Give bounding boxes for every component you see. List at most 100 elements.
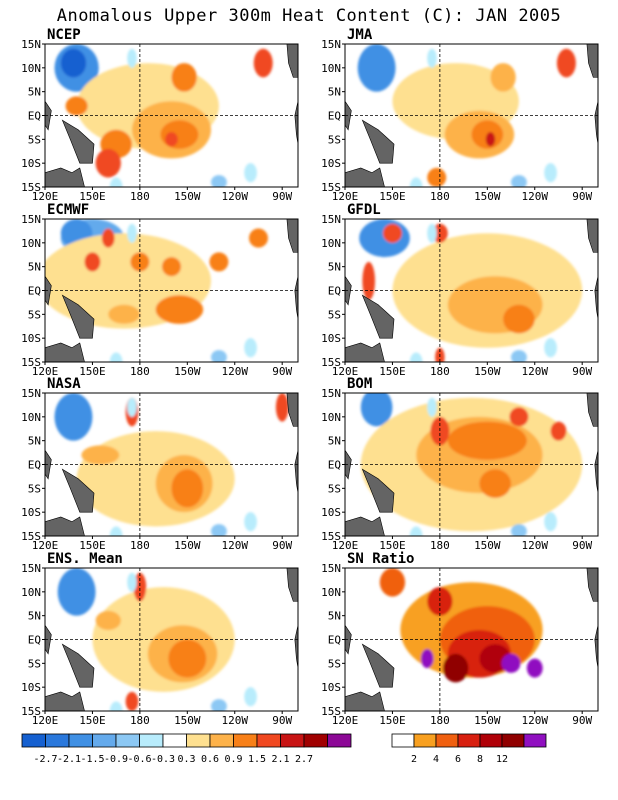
contour-blob — [420, 649, 434, 669]
contour-blob — [427, 48, 437, 68]
contour-blob — [211, 350, 227, 362]
lon-label: 150E — [379, 190, 406, 203]
colorbar-swatch — [413, 733, 437, 748]
panel-title: NASA — [47, 376, 81, 392]
contour-blob — [501, 653, 521, 673]
land-mask — [45, 342, 85, 362]
lat-label: 15N — [321, 38, 341, 51]
contour-blob — [360, 393, 393, 427]
lat-label: 10N — [321, 62, 341, 75]
panel-title: JMA — [347, 27, 373, 43]
lat-label: 15S — [321, 530, 341, 543]
land-mask — [345, 342, 385, 362]
lon-label: 90W — [272, 714, 292, 727]
lat-label: 15N — [21, 562, 41, 575]
contour-blob — [479, 469, 512, 498]
contour-blob — [382, 223, 402, 243]
contour-blob — [511, 175, 527, 187]
lat-label: 10N — [321, 586, 341, 599]
contour-blob — [409, 526, 423, 536]
lat-label: 5N — [328, 86, 341, 99]
lat-label: 10S — [321, 332, 341, 345]
lon-label: 180 — [430, 365, 450, 378]
lon-label: 150E — [79, 190, 106, 203]
lat-label: EQ — [28, 634, 41, 647]
lat-label: EQ — [328, 459, 341, 472]
lon-label: 180 — [430, 714, 450, 727]
lat-label: 5S — [328, 482, 341, 495]
land-mask — [345, 516, 385, 536]
lat-label: 5N — [28, 86, 41, 99]
lat-label: 10S — [21, 332, 41, 345]
lat-label: 10S — [21, 681, 41, 694]
lon-label: 180 — [130, 190, 150, 203]
colorbar-swatch — [256, 733, 281, 748]
contour-blob — [95, 148, 121, 178]
lat-label: EQ — [28, 459, 41, 472]
colorbar-label: 2.1 — [271, 754, 289, 765]
contour-blob — [379, 568, 406, 597]
land-mask — [586, 44, 598, 78]
colorbar-sn-ratio: 2 4 6 8 12 — [391, 733, 547, 765]
lat-label: 5N — [28, 435, 41, 448]
shaded-field — [45, 393, 298, 536]
land-mask — [361, 294, 395, 339]
lon-label: 180 — [430, 539, 450, 552]
contour-blob — [357, 44, 396, 92]
contour-blob — [211, 524, 227, 536]
lat-label: 5N — [28, 610, 41, 623]
lon-label: 90W — [272, 539, 292, 552]
contour-blob — [155, 295, 204, 324]
contour-blob — [109, 701, 123, 711]
lat-label: EQ — [28, 285, 41, 298]
colorbar-swatch — [523, 733, 547, 748]
contour-blob — [101, 228, 115, 248]
lon-label: 120E — [32, 365, 59, 378]
contour-blob — [127, 572, 137, 592]
contour-blob — [57, 568, 96, 616]
lat-label: 5S — [28, 657, 41, 670]
colorbar-label: 2.7 — [295, 754, 313, 765]
contour-blob — [244, 687, 257, 707]
lon-label: 120E — [32, 190, 59, 203]
lon-label: 150W — [174, 714, 201, 727]
contour-blob — [544, 163, 557, 183]
land-mask — [345, 167, 385, 187]
contour-blob — [133, 572, 147, 602]
lon-label: 180 — [130, 365, 150, 378]
contour-blob — [253, 48, 273, 78]
contour-blob — [171, 469, 204, 508]
lon-label: 150E — [79, 714, 106, 727]
contour-blob — [550, 421, 567, 441]
contour-blob — [171, 63, 197, 92]
shaded-field — [345, 393, 598, 536]
lat-label: 5S — [328, 657, 341, 670]
land-mask — [345, 275, 352, 306]
colorbar-label: 12 — [496, 754, 508, 765]
lon-label: 150W — [474, 714, 501, 727]
land-mask — [361, 119, 395, 164]
colorbar-label: -1.5 — [80, 754, 104, 765]
contour-blob — [503, 304, 535, 334]
lat-label: 10N — [21, 237, 41, 250]
panel-title: ENS. Mean — [47, 551, 123, 567]
colorbar-swatch — [68, 733, 93, 748]
lat-label: 5N — [328, 435, 341, 448]
land-mask — [286, 219, 298, 253]
lat-label: 10N — [321, 411, 341, 424]
lat-label: 5S — [28, 482, 41, 495]
lon-label: 120W — [222, 365, 249, 378]
shaded-field — [345, 44, 598, 187]
land-mask — [345, 100, 352, 131]
panel-gfdl: 15N 10N 5N EQ 5S 10S 15S 120E 150E 180 150W 120W 90W… — [300, 202, 610, 378]
lat-label: 15S — [21, 705, 41, 718]
lat-label: 5S — [28, 133, 41, 146]
colorbar-swatch — [327, 733, 352, 748]
lat-label: 5N — [328, 610, 341, 623]
contour-blob — [526, 658, 543, 678]
colorbar-swatch — [303, 733, 328, 748]
lat-label: 15S — [21, 356, 41, 369]
